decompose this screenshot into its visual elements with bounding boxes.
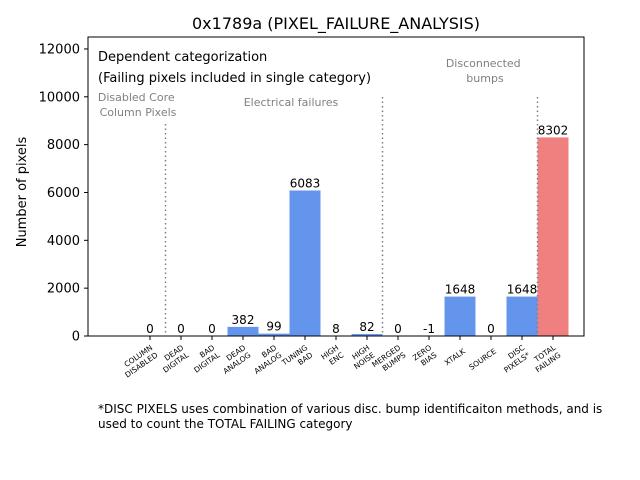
bar-value-label: 99 [266,320,281,334]
x-tick-label-line: XTALK [443,346,468,367]
bar-value-label: 0 [394,322,402,336]
bars [227,137,569,337]
bar [537,137,569,336]
bar-value-label: 6083 [290,176,321,190]
x-axis-ticks: COLUMNDISABLED DEADDIGITAL BADDIGITAL DEADA… [118,336,564,380]
x-tick-label: DEADANALOG [216,343,252,376]
y-tick-label: 8000 [47,138,80,153]
x-tick-label: HIGHNOISE [347,343,377,371]
group-label-column-line2: Column Pixels [100,106,177,119]
x-tick-label: MERGEDBUMPS [370,343,407,377]
bar-value-label: 8302 [538,123,569,137]
y-tick-label: 12000 [39,42,80,57]
bar-value-label: 82 [359,320,374,334]
footnote-line2: used to count the TOTAL FAILING category [98,417,353,431]
x-tick-label: COLUMNDISABLED [118,343,160,380]
bar [289,190,321,336]
group-label-column-line1: Disabled Core [98,91,175,104]
x-tick-label: XTALK [443,346,468,367]
x-tick-label: DEADDIGITAL [156,343,191,375]
y-axis-ticks: 0 2000 4000 6000 8000 10000 12000 [39,42,88,345]
group-label-bumps-line1: Disconnected [446,57,521,70]
bar [258,333,290,336]
x-tick-label: ZEROBIAS [411,343,439,370]
bar-value-label: 0 [146,322,154,336]
bar [227,326,259,336]
x-tick-label: DISCPIXELS* [497,343,532,375]
x-tick-label: BADDIGITAL [187,343,222,375]
bar-value-label: 1648 [445,283,476,297]
group-label-bumps-line2: bumps [466,72,504,85]
x-tick-label-line: SOURCE [467,347,498,372]
group-label-column: Disabled Core Column Pixels [98,91,178,119]
footnote: *DISC PIXELS uses combination of various… [98,402,606,431]
y-tick-label: 0 [72,330,80,345]
x-tick-label: TUNINGBAD [279,343,314,375]
bar-value-label: 0 [177,322,185,336]
x-tick-label: BADANALOG [247,343,283,376]
bar [351,334,383,336]
value-labels: 0 0 0 382 99 6083 8 82 0 -1 1648 0 1648 8302 [146,123,568,336]
bar-value-label: -1 [423,322,435,336]
y-tick-label: 10000 [39,90,80,105]
footnote-line1: *DISC PIXELS uses combination of various… [98,402,602,416]
box-annotation-line1: Dependent categorization [98,50,267,65]
bar-value-label: 1648 [507,283,538,297]
bar [444,296,476,336]
bar-value-label: 0 [487,322,495,336]
bar [506,296,538,336]
y-tick-label: 4000 [47,234,80,249]
y-tick-label: 6000 [47,186,80,201]
x-tick-label: TOTALFAILING [529,343,564,375]
x-tick-label: HIGHENC [319,343,345,369]
plot-frame [87,36,585,337]
box-annotation-line2: (Failing pixels included in single categ… [98,71,371,86]
bar-value-label: 8 [332,322,340,336]
group-separators [164,97,539,336]
y-axis-label: Number of pixels [15,136,30,247]
x-tick-label: SOURCE [467,347,498,372]
group-label-electrical: Electrical failures [244,96,339,109]
bar-value-label: 0 [208,322,216,336]
chart-title: 0x1789a (PIXEL_FAILURE_ANALYSIS) [192,14,480,34]
group-label-bumps: Disconnected bumps [446,57,524,85]
y-tick-label: 2000 [47,282,80,297]
bar-value-label: 382 [232,313,255,327]
